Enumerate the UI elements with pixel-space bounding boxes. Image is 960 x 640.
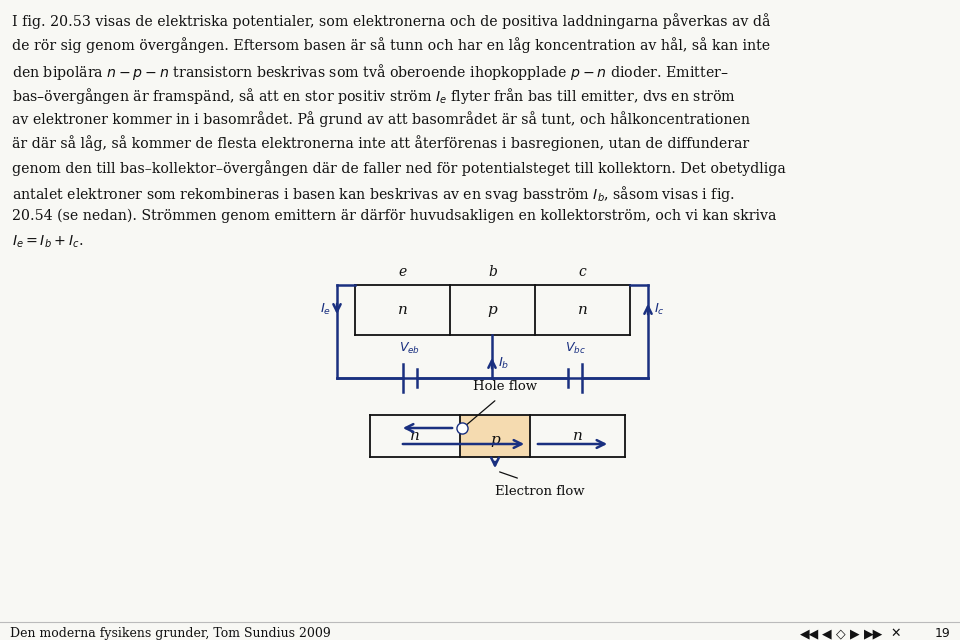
Text: I fig. 20.53 visas de elektriska potentialer, som elektronerna och de positiva l: I fig. 20.53 visas de elektriska potenti…: [12, 13, 770, 29]
Text: genom den till bas–kollektor–övergången där de faller ned för potentialsteget ti: genom den till bas–kollektor–övergången …: [12, 160, 785, 176]
Text: ◀: ◀: [822, 627, 831, 640]
Text: 19: 19: [934, 627, 950, 640]
Text: ◇: ◇: [836, 627, 846, 640]
Text: Den moderna fysikens grunder, Tom Sundius 2009: Den moderna fysikens grunder, Tom Sundiu…: [10, 627, 331, 640]
Bar: [460, 415, 530, 457]
Text: $V_{bc}$: $V_{bc}$: [564, 341, 586, 356]
Text: ◀◀: ◀◀: [800, 627, 819, 640]
Text: 20.54 (se nedan). Strömmen genom emittern är därför huvudsakligen en kollektorst: 20.54 (se nedan). Strömmen genom emitter…: [12, 209, 777, 223]
Text: n: n: [410, 429, 420, 443]
Text: Hole flow: Hole flow: [473, 380, 537, 393]
Text: c: c: [579, 265, 587, 279]
Text: n: n: [397, 303, 407, 317]
Text: de rör sig genom övergången. Eftersom basen är så tunn och har en låg koncentrat: de rör sig genom övergången. Eftersom ba…: [12, 38, 770, 53]
Text: $I_b$: $I_b$: [498, 355, 510, 371]
Text: $I_e$: $I_e$: [320, 301, 331, 317]
Text: b: b: [488, 265, 497, 279]
Text: p: p: [491, 433, 500, 447]
Text: e: e: [398, 265, 407, 279]
Text: ▶▶: ▶▶: [864, 627, 883, 640]
Text: av elektroner kommer in i basområdet. På grund av att basområdet är så tunt, och: av elektroner kommer in i basområdet. På…: [12, 111, 750, 127]
Text: bas–övergången är framspänd, så att en stor positiv ström $I_e$ flyter från bas : bas–övergången är framspänd, så att en s…: [12, 86, 736, 106]
Text: antalet elektroner som rekombineras i basen kan beskrivas av en svag basström $I: antalet elektroner som rekombineras i ba…: [12, 184, 735, 205]
Text: $I_e = I_b + I_c$.: $I_e = I_b + I_c$.: [12, 234, 84, 250]
Text: Electron flow: Electron flow: [495, 485, 585, 498]
Text: är där så låg, så kommer de flesta elektronerna inte att återförenas i basregion: är där så låg, så kommer de flesta elekt…: [12, 136, 749, 152]
Text: p: p: [488, 303, 497, 317]
Text: ✕: ✕: [890, 627, 900, 640]
Text: ▶: ▶: [850, 627, 859, 640]
Text: $V_{eb}$: $V_{eb}$: [399, 341, 420, 356]
Text: $I_c$: $I_c$: [654, 301, 665, 317]
Text: den bipolära $n - p - n$ transistorn beskrivas som två oberoende ihopkopplade $p: den bipolära $n - p - n$ transistorn bes…: [12, 62, 729, 82]
Text: n: n: [572, 429, 583, 443]
Text: n: n: [578, 303, 588, 317]
